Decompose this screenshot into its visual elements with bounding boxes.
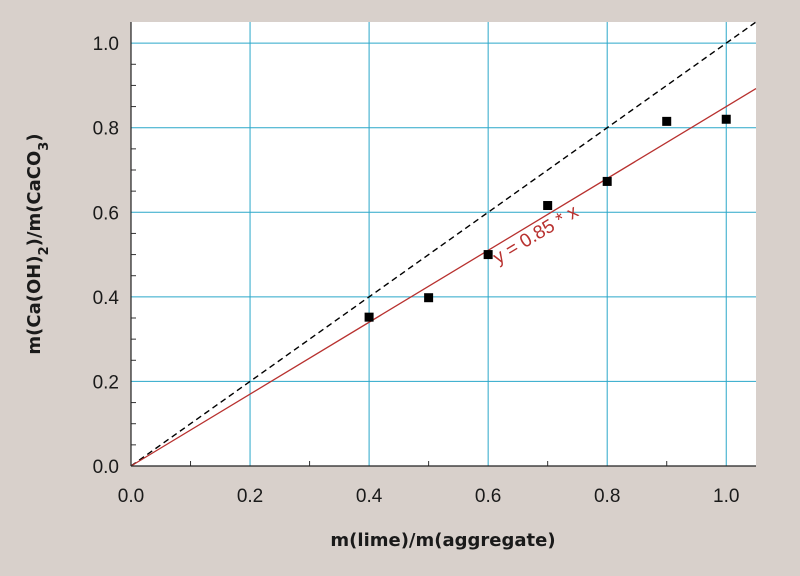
y-axis-title-part: m(Ca(OH) <box>24 255 45 354</box>
x-tick-label: 1.0 <box>713 486 739 507</box>
axes <box>130 22 756 467</box>
data-point <box>602 176 612 186</box>
minor-ticks <box>131 63 668 466</box>
y-axis-title-subscript: 3 <box>37 142 52 151</box>
data-point <box>424 293 434 303</box>
x-tick-label: 0.4 <box>356 486 383 507</box>
y-tick-label: 0.0 <box>93 457 119 478</box>
x-axis-title: m(lime)/m(aggregate) <box>330 530 555 551</box>
fit-line <box>130 88 757 467</box>
y-tick-label: 0.4 <box>93 288 120 309</box>
data-point <box>662 116 672 126</box>
data-point <box>721 114 731 124</box>
y-axis-title-subscript: 2 <box>37 246 52 255</box>
data-point <box>543 201 553 211</box>
grid <box>131 22 756 466</box>
y-tick-label: 1.0 <box>93 34 119 55</box>
y-tick-label: 0.8 <box>93 119 119 140</box>
y-tick-label: 0.6 <box>93 203 119 224</box>
y-axis-title-part: )/m(CaCO <box>24 151 45 247</box>
x-tick-label: 0.6 <box>475 486 501 507</box>
x-tick-label: 0.8 <box>594 486 620 507</box>
y-tick-label: 0.2 <box>93 372 119 393</box>
reference-lines <box>130 21 757 467</box>
y-axis-title: m(Ca(OH)2)/m(CaCO3) <box>24 133 52 354</box>
data-markers <box>364 114 731 322</box>
y-tick-labels: 0.0 0.2 0.4 0.6 0.8 1.0 <box>93 34 120 478</box>
data-point <box>483 250 493 260</box>
x-tick-label: 0.0 <box>118 486 144 507</box>
identity-line <box>130 21 757 467</box>
x-tick-label: 0.2 <box>237 486 263 507</box>
x-tick-labels: 0.0 0.2 0.4 0.6 0.8 1.0 <box>118 486 740 507</box>
data-point <box>364 312 374 322</box>
y-axis-title-part: ) <box>24 133 45 141</box>
